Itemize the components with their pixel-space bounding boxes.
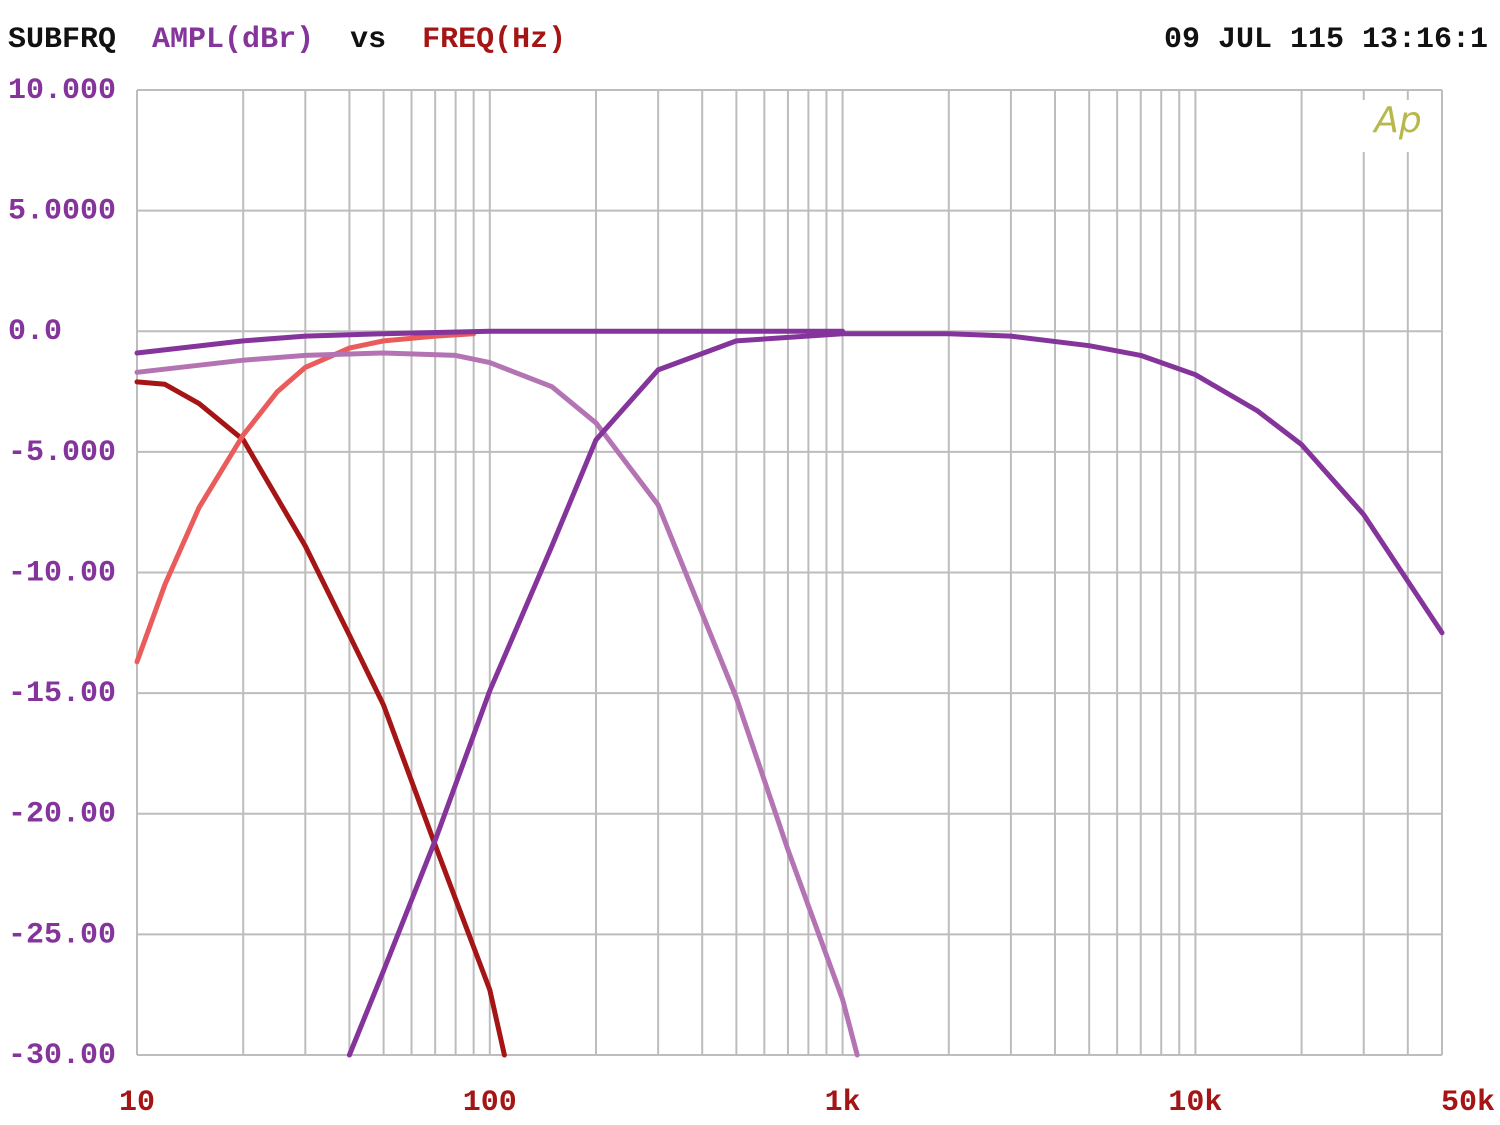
logo: Ap [1372,100,1421,141]
x-tick-label: 50k [1441,1086,1495,1120]
y-tick-label: -20.00 [8,798,116,832]
y-tick-label: 5.0000 [8,195,116,229]
logo-box [1360,100,1430,152]
x-tick-label: 100 [463,1086,517,1120]
header: SUBFRQ AMPL(dBr) vs FREQ(Hz) [8,23,566,57]
connector: vs [350,23,386,57]
y-tick-label: -5.000 [8,436,116,470]
y-tick-label: -10.00 [8,556,116,590]
plot [134,328,1445,1058]
x-tick-label: 10k [1168,1086,1222,1120]
chart-title: SUBFRQ [8,23,116,57]
x-axis-label: FREQ(Hz) [422,23,566,57]
y-axis-label: AMPL(dBr) [152,23,314,57]
series-line [134,350,860,1058]
series-line [346,331,1445,1058]
series-line [134,379,507,1058]
series-line [134,328,846,356]
grid [136,89,1443,1056]
timestamp: 09 JUL 115 13:16:1 [1164,23,1488,57]
y-tick-label: -30.00 [8,1039,116,1073]
y-tick-label: 10.000 [8,74,116,108]
series-line [134,331,477,665]
y-tick-label: 0.0 [8,315,62,349]
x-tick-label: 10 [119,1086,155,1120]
y-tick-label: -15.00 [8,677,116,711]
y-tick-label: -25.00 [8,918,116,952]
x-tick-label: 1k [825,1086,861,1120]
